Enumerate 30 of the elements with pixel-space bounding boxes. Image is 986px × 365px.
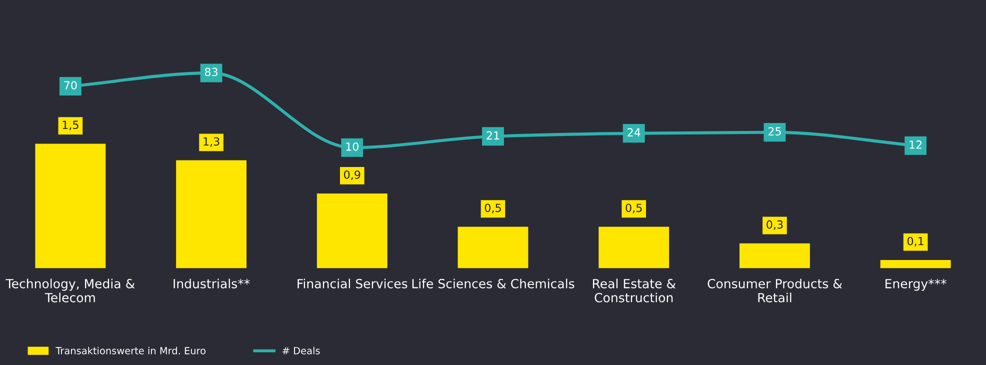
data-label: 1,3 bbox=[204, 137, 220, 147]
x-tick-label: Life Sciences & Chemicals bbox=[412, 278, 574, 288]
x-tick-label: Real Estate & Construction bbox=[592, 278, 676, 302]
data-label: 10 bbox=[346, 142, 358, 151]
legend-label: Transaktionswerte in Mrd. Euro bbox=[56, 346, 206, 354]
data-label: 0,9 bbox=[344, 170, 360, 180]
x-tick-label: Consumer Products & Retail bbox=[708, 278, 842, 302]
x-tick-label: Technology, Media & Telecom bbox=[6, 278, 135, 302]
data-label: 12 bbox=[910, 140, 922, 149]
x-tick-label: Financial Services bbox=[298, 278, 408, 288]
data-label: 0,5 bbox=[626, 204, 642, 214]
legend-label: # Deals bbox=[282, 346, 320, 354]
data-label: 70 bbox=[64, 81, 77, 90]
bar bbox=[598, 226, 670, 268]
bar bbox=[316, 194, 388, 268]
x-tick-label: Energy*** bbox=[886, 278, 946, 291]
data-label: 1,5 bbox=[62, 120, 78, 130]
bar bbox=[740, 243, 810, 268]
bar bbox=[35, 144, 106, 268]
data-label: 83 bbox=[204, 68, 218, 76]
data-label: 25 bbox=[768, 127, 781, 136]
data-label: 21 bbox=[486, 131, 500, 140]
bar bbox=[880, 260, 951, 268]
bar bbox=[458, 226, 528, 268]
data-label: 0,5 bbox=[484, 204, 501, 214]
x-tick-label: Industrials** bbox=[174, 278, 250, 288]
data-label: 24 bbox=[628, 128, 640, 136]
data-label: 0,1 bbox=[907, 236, 924, 246]
data-label: 0,3 bbox=[766, 220, 783, 230]
bar bbox=[176, 160, 246, 268]
